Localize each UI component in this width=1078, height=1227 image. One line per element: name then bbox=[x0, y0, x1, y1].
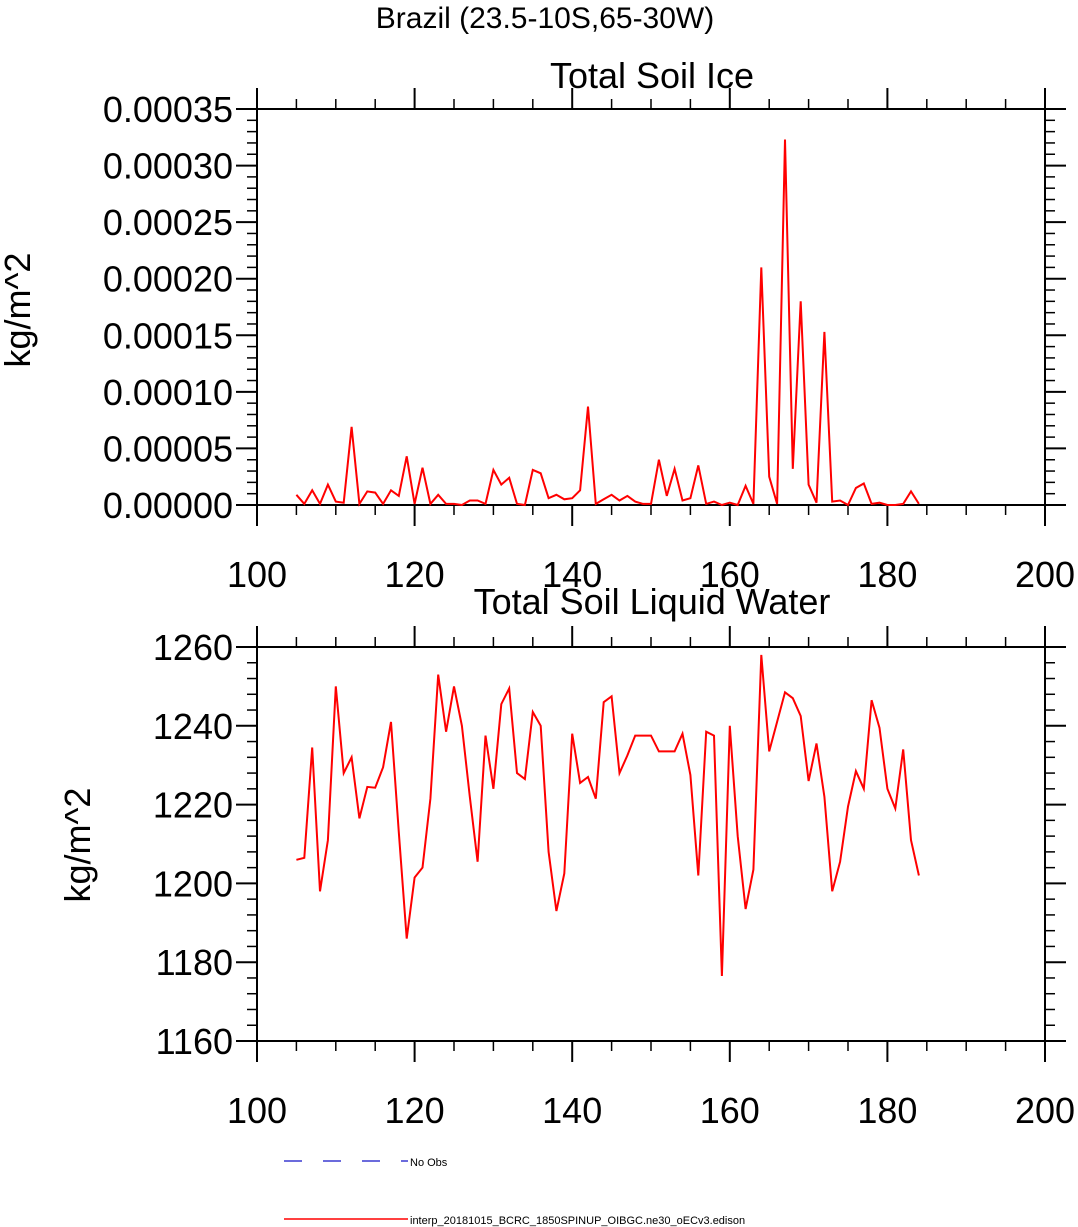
y-tick-label: 1160 bbox=[156, 1021, 233, 1062]
y-tick-label: 0.00000 bbox=[103, 485, 233, 526]
y-tick-label: 0.00010 bbox=[103, 372, 233, 413]
chart-total-soil-liquid-water: Total Soil Liquid Water kg/m^2 100 120 140… bbox=[57, 581, 1075, 1131]
y-tick-label: 0.00005 bbox=[103, 428, 233, 469]
chart-title: Total Soil Ice bbox=[550, 55, 754, 96]
y-axis-label: kg/m^2 bbox=[0, 253, 38, 368]
x-tick-label: 140 bbox=[542, 1090, 602, 1131]
x-tick-label: 200 bbox=[1015, 554, 1075, 595]
x-tick-label: 180 bbox=[857, 1090, 917, 1131]
figure-title: Brazil (23.5-10S,65-30W) bbox=[376, 2, 714, 35]
x-tick-label: 160 bbox=[700, 1090, 760, 1131]
plot-frame bbox=[256, 108, 1046, 506]
y-axis-label: kg/m^2 bbox=[57, 788, 98, 903]
legend-obs-label: No Obs bbox=[410, 1157, 448, 1169]
y-tick-label: 0.00035 bbox=[103, 89, 233, 130]
x-tick-label: 120 bbox=[385, 554, 445, 595]
x-tick-label: 100 bbox=[227, 1090, 287, 1131]
x-tick-label: 200 bbox=[1015, 1090, 1075, 1131]
y-tick-label: 0.00025 bbox=[103, 202, 233, 243]
chart-title: Total Soil Liquid Water bbox=[474, 581, 831, 622]
y-tick-label: 1220 bbox=[153, 785, 233, 826]
y-tick-label: 0.00015 bbox=[103, 315, 233, 356]
x-tick-label: 100 bbox=[227, 554, 287, 595]
chart-total-soil-ice: Total Soil Ice kg/m^2 100 120 140 160 180 200… bbox=[0, 55, 1075, 595]
plot-frame bbox=[256, 646, 1046, 1042]
series-line bbox=[296, 654, 920, 977]
legend-model-label: interp_20181015_BCRC_1850SPINUP_OIBGC.ne… bbox=[410, 1215, 745, 1227]
x-tick-label: 120 bbox=[385, 1090, 445, 1131]
y-tick-label: 1200 bbox=[153, 863, 233, 904]
series-line bbox=[295, 139, 920, 507]
legend: No Obs interp_20181015_BCRC_1850SPINUP_O… bbox=[284, 1157, 745, 1227]
y-tick-label: 1180 bbox=[156, 942, 233, 983]
y-tick-label: 0.00020 bbox=[103, 259, 233, 300]
x-tick-label: 180 bbox=[857, 554, 917, 595]
y-tick-label: 1240 bbox=[153, 706, 233, 747]
x-tick-label: 140 bbox=[542, 554, 602, 595]
y-tick-label: 0.00030 bbox=[103, 146, 233, 187]
y-tick-label: 1260 bbox=[153, 627, 233, 668]
x-tick-label: 160 bbox=[700, 554, 760, 595]
